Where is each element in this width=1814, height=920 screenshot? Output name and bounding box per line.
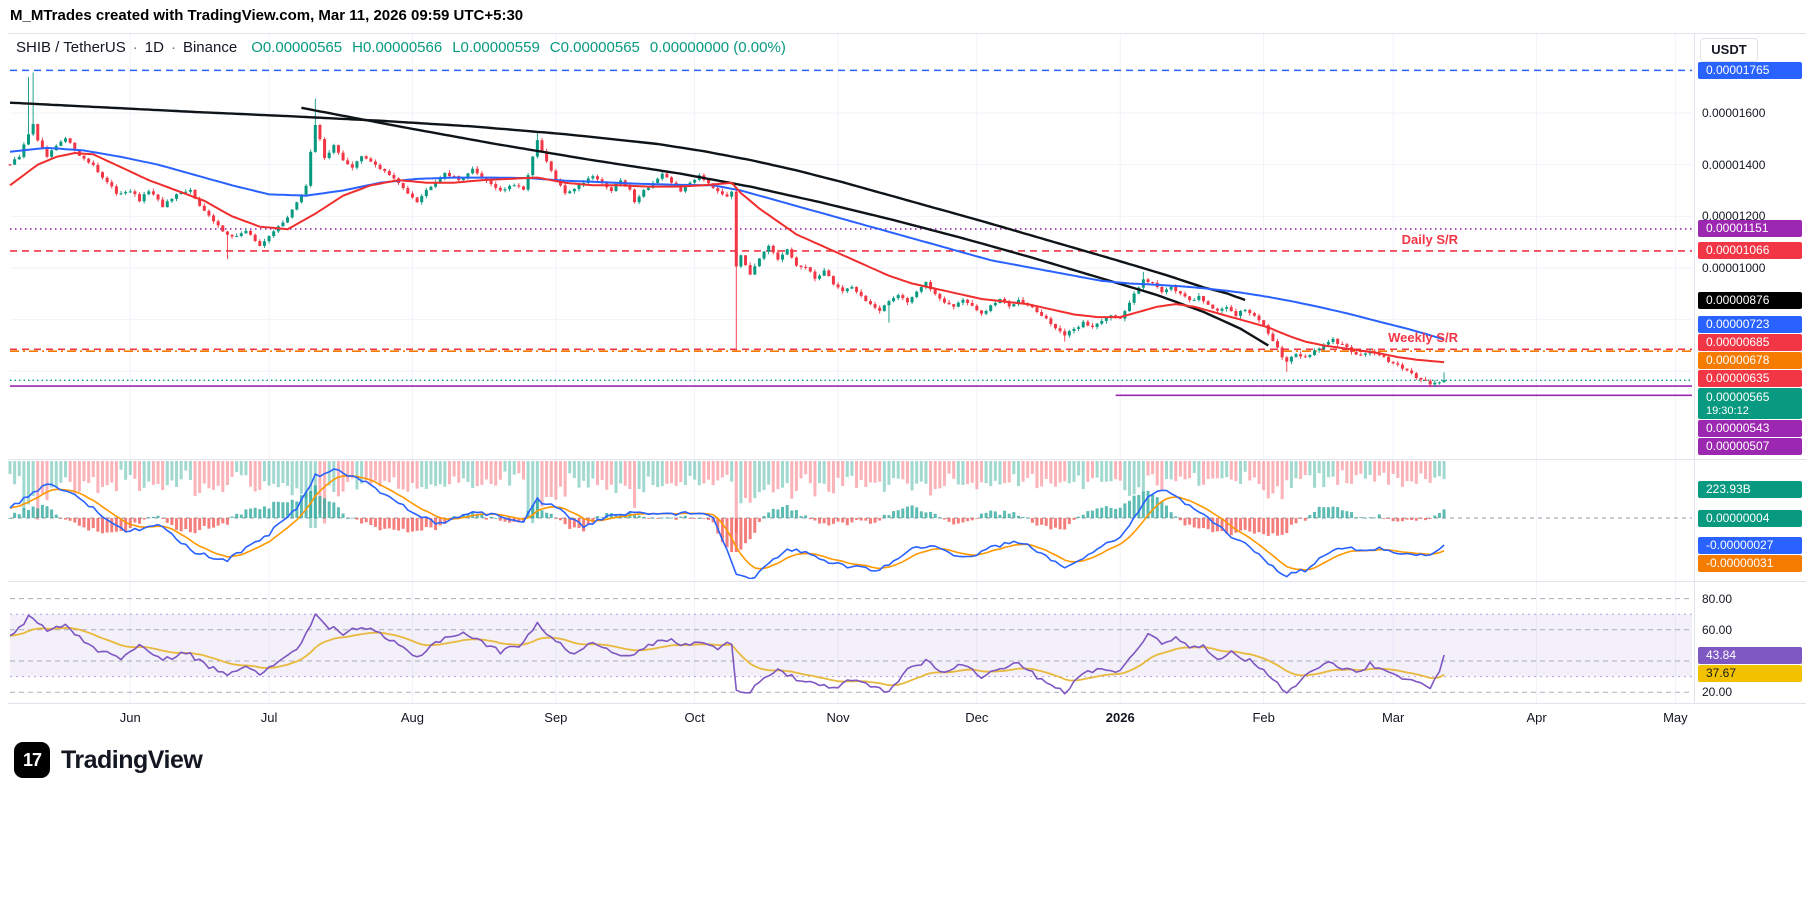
price-badge: 0.00000635 bbox=[1698, 370, 1802, 387]
price-axis-label: 0.00001400 bbox=[1702, 157, 1766, 172]
ohlc-close: C0.00000565 bbox=[549, 39, 640, 56]
interval-label[interactable]: 1D bbox=[144, 39, 164, 56]
price-axis-label: 0.00001000 bbox=[1702, 260, 1766, 275]
ohlc-change: 0.00000000 (0.00%) bbox=[649, 39, 786, 56]
legend-separator: · bbox=[170, 39, 176, 56]
time-axis-label: Feb bbox=[1252, 710, 1275, 725]
price-axis-label: 0.00001200 bbox=[1702, 209, 1766, 224]
weekly-sr-line-label: Weekly S/R bbox=[1388, 330, 1458, 346]
time-axis-label: Oct bbox=[684, 710, 705, 725]
rsi-axis-label: 60.00 bbox=[1702, 622, 1733, 637]
indicator-badge-macd: -0.00000027 bbox=[1698, 536, 1802, 554]
price-badge: 0.00000678 bbox=[1698, 352, 1802, 369]
price-badge: 0.00000876 bbox=[1698, 291, 1802, 309]
ohlc-low: L0.00000559 bbox=[452, 39, 540, 56]
legend-separator: · bbox=[132, 39, 138, 56]
time-axis-label: Aug bbox=[400, 710, 425, 725]
rsi-badge: 37.67 bbox=[1698, 664, 1802, 682]
price-badge: 0.00001066 bbox=[1698, 242, 1802, 260]
time-axis[interactable]: Jun Jul Aug Sep Oct Nov Dec 2026 Feb Mar Apr May bbox=[0, 703, 1814, 735]
time-axis-label: Jun bbox=[119, 710, 141, 725]
rsi-badge: 43.84 bbox=[1698, 646, 1802, 664]
ohlc-open: O0.00000565 bbox=[251, 39, 343, 56]
daily-sr-line-label: Daily S/R bbox=[1401, 231, 1458, 247]
time-axis-label: May bbox=[1663, 710, 1688, 725]
tradingview-logo[interactable]: 17 TradingView bbox=[14, 742, 203, 778]
price-axis-label: 0.00001600 bbox=[1702, 106, 1766, 120]
indicator-badge-hist: 0.00000004 bbox=[1698, 509, 1802, 527]
rsi-axis-label: 80.00 bbox=[1702, 591, 1733, 606]
price-badge: 0.00000723 bbox=[1698, 316, 1802, 333]
countdown-timer: 19:30:12 bbox=[1706, 405, 1749, 417]
time-axis-label: Dec bbox=[965, 710, 989, 725]
attribution-text: M_MTrades created with TradingView.com, … bbox=[10, 7, 524, 24]
tradingview-logo-mark: 17 bbox=[14, 742, 50, 778]
price-axis[interactable]: USDT 0.00001600 0.00001400 0.00001200 0.000… bbox=[1694, 33, 1814, 703]
time-axis-label: Mar bbox=[1381, 710, 1405, 725]
price-badge: 0.00000685 bbox=[1698, 334, 1802, 351]
price-badge: 0.00000543 bbox=[1698, 420, 1802, 437]
time-axis-label: Nov bbox=[826, 710, 850, 725]
price-badge: 0.00000565 19:30:12 bbox=[1698, 388, 1802, 419]
ohlc-high: H0.00000566 bbox=[352, 39, 443, 56]
exchange-label: Binance bbox=[182, 39, 238, 56]
time-axis-label: Apr bbox=[1526, 710, 1547, 725]
rsi-axis-label: 20.00 bbox=[1702, 685, 1733, 700]
tradingview-logo-text: TradingView bbox=[61, 745, 203, 774]
symbol-title[interactable]: SHIB / TetherUS bbox=[16, 39, 126, 56]
price-badge: 0.00001151 bbox=[1698, 220, 1802, 238]
time-axis-label: Jul bbox=[260, 710, 278, 725]
currency-label[interactable]: USDT bbox=[1700, 38, 1758, 62]
indicator-badge-signal: -0.00000031 bbox=[1698, 554, 1802, 572]
price-badge: 0.00000507 bbox=[1698, 438, 1802, 455]
symbol-legend[interactable]: SHIB / TetherUS · 1D · Binance O0.000005… bbox=[16, 39, 786, 56]
time-axis-label: 2026 bbox=[1105, 710, 1135, 725]
time-axis-label: Sep bbox=[544, 710, 568, 725]
indicator-badge-volume: 223.93B bbox=[1698, 481, 1802, 498]
price-badge: 0.00001765 bbox=[1698, 61, 1802, 79]
